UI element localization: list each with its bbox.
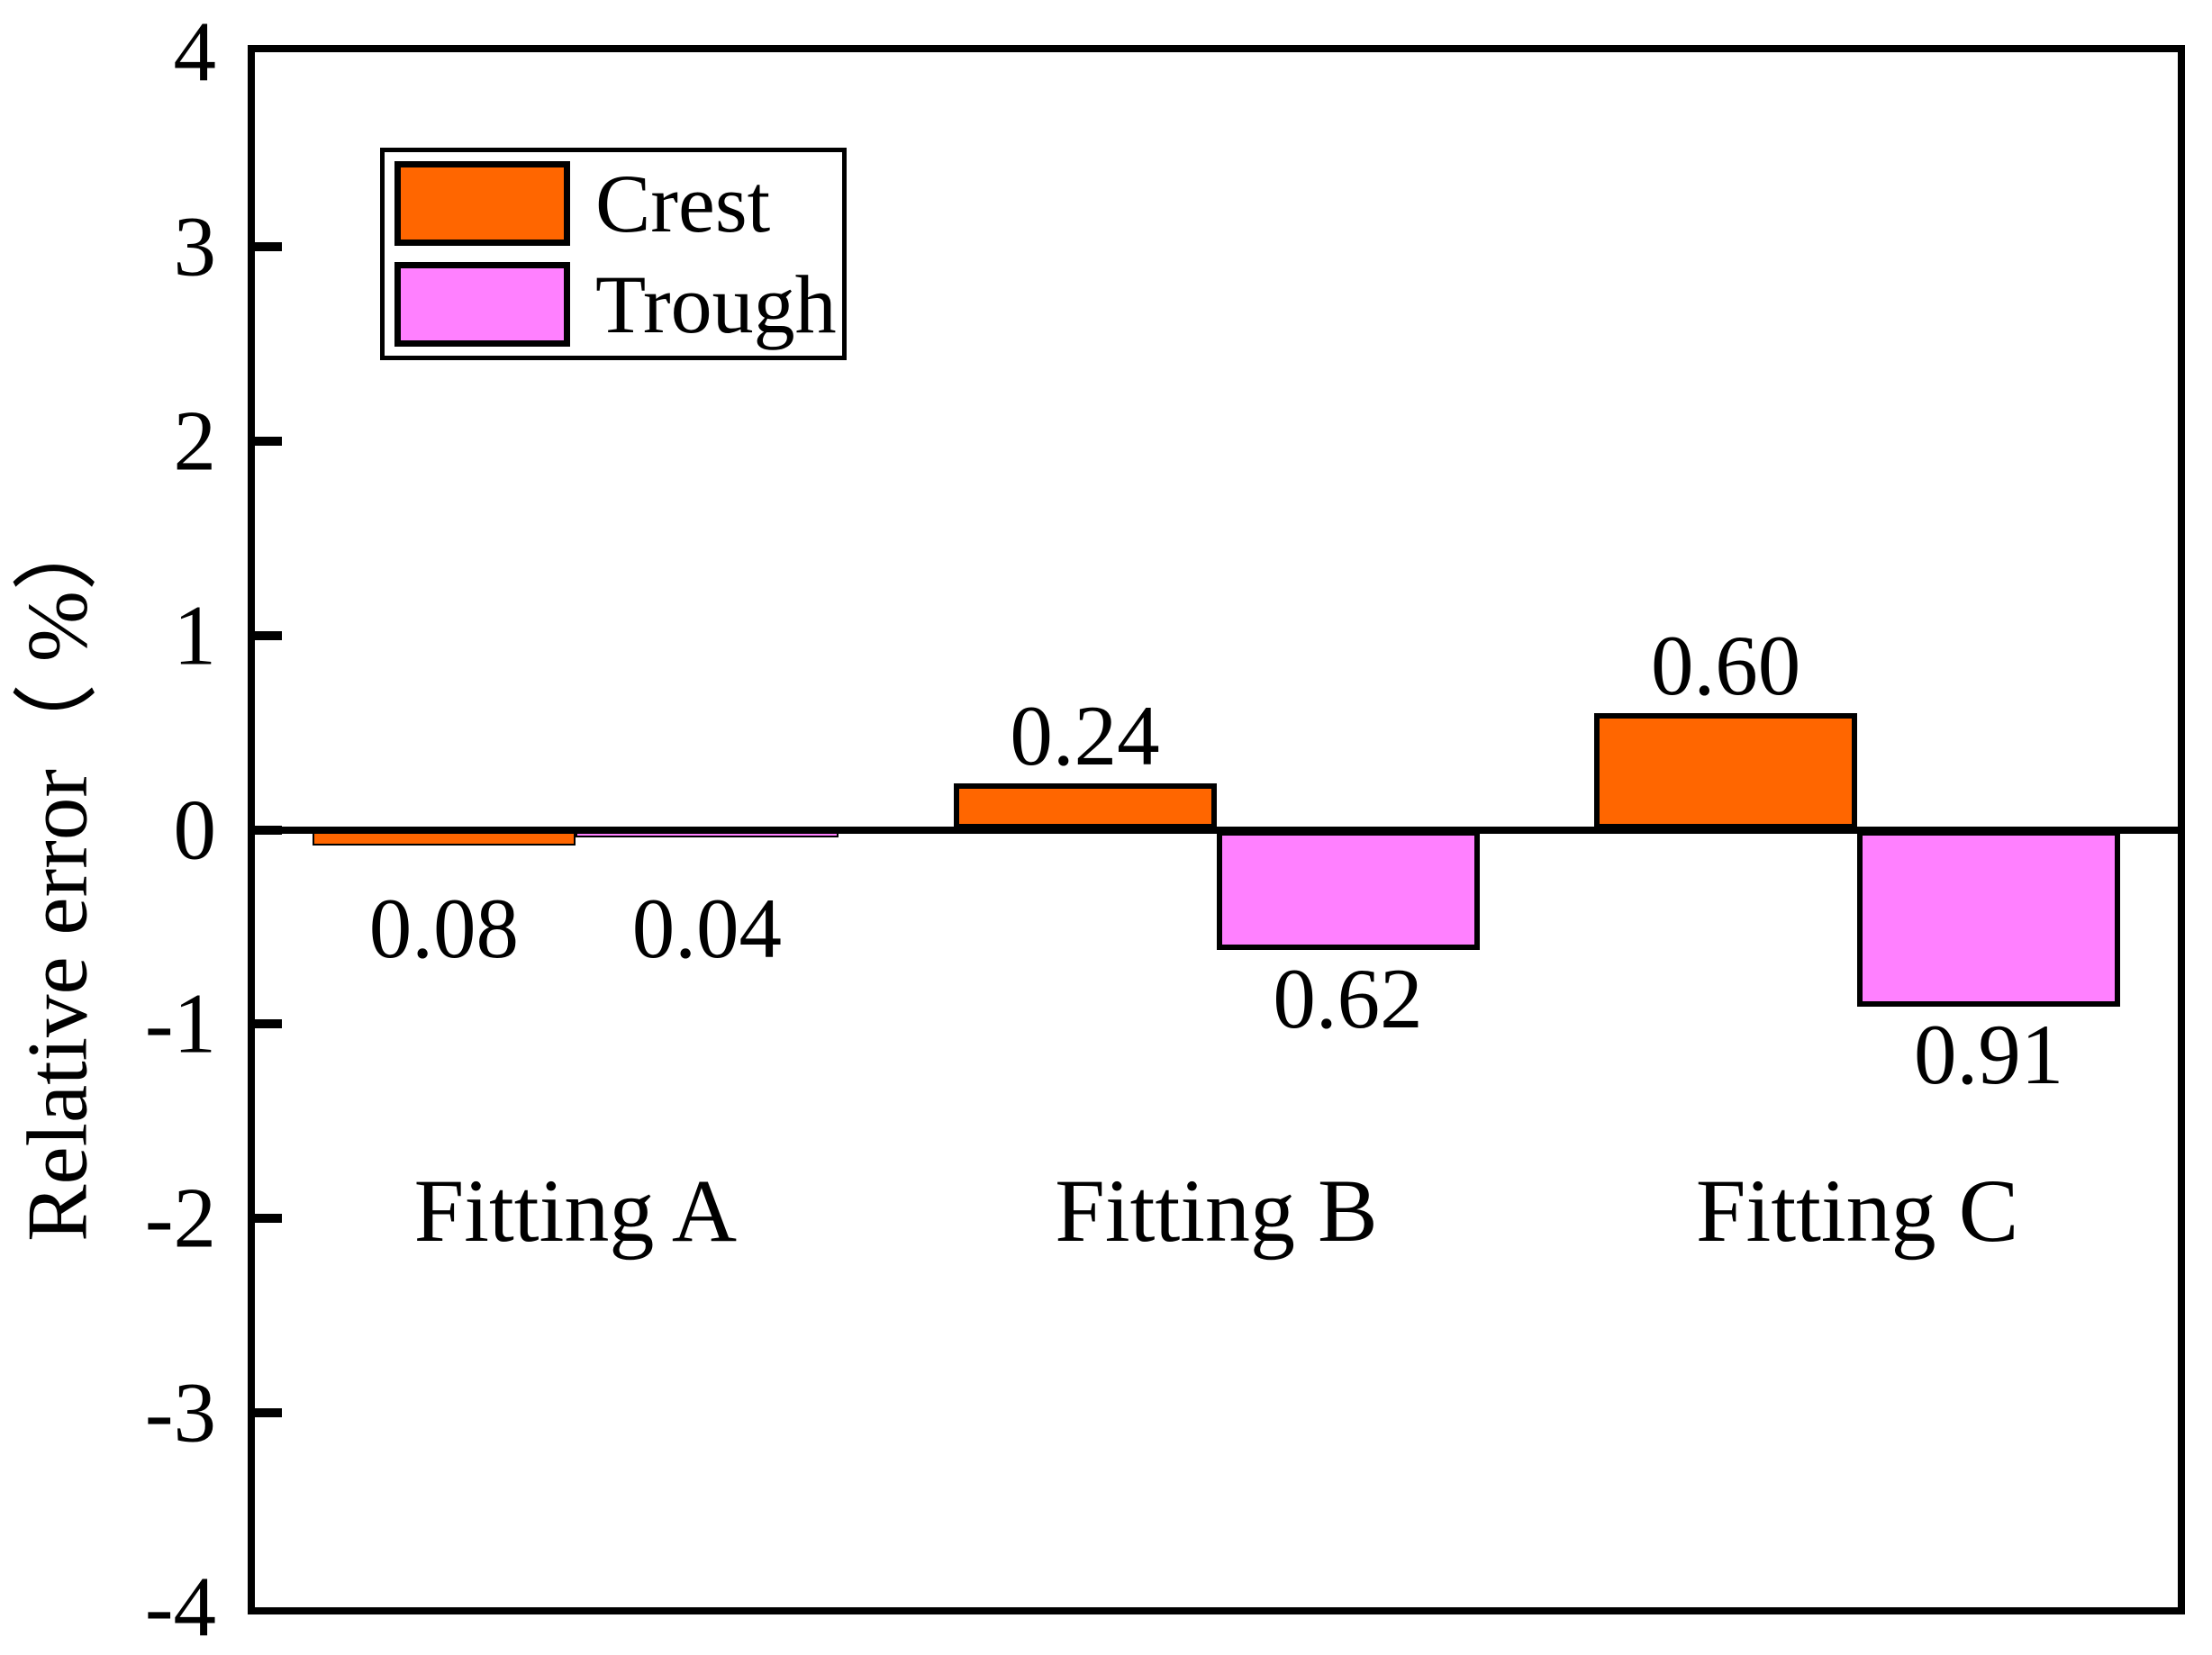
- y-tick--2: [255, 1214, 282, 1224]
- y-tick--1: [255, 1019, 282, 1029]
- y-tick-label--1: -1: [144, 975, 216, 1072]
- bar-trough-2: [1216, 829, 1480, 951]
- y-tick-label--3: -3: [144, 1364, 216, 1461]
- legend-item-trough: Trough: [394, 262, 837, 347]
- data-label-crest-3: 0.60: [1651, 618, 1801, 714]
- data-label-crest-1: 0.08: [368, 880, 519, 976]
- y-tick-label-2: 2: [173, 393, 217, 489]
- legend: Crest Trough: [380, 148, 847, 360]
- y-tick-label--2: -2: [144, 1170, 216, 1266]
- bar-crest-2: [953, 782, 1217, 830]
- y-axis-title: Relative error（ %）: [9, 505, 105, 1242]
- legend-item-crest: Crest: [394, 161, 770, 246]
- category-label-2: Fitting B: [1055, 1161, 1378, 1261]
- legend-label-trough: Trough: [595, 258, 837, 350]
- y-tick-label-0: 0: [173, 782, 217, 877]
- bar-trough-3: [1857, 829, 2121, 1007]
- crest-color-swatch: [394, 161, 570, 246]
- y-tick--3: [255, 1408, 282, 1418]
- y-tick-2: [255, 436, 282, 446]
- y-tick-1: [255, 630, 282, 640]
- data-label-crest-2: 0.24: [1010, 688, 1160, 784]
- data-label-trough-3: 0.91: [1914, 1007, 2064, 1103]
- y-tick-label-3: 3: [173, 198, 217, 294]
- legend-label-crest: Crest: [595, 158, 771, 249]
- plot-area: 0.08 0.04 0.24 0.62 0.60 0.91 Fitting A Fittin…: [248, 45, 2185, 1614]
- y-tick-label-4: 4: [173, 4, 217, 100]
- y-tick-3: [255, 241, 282, 251]
- data-label-trough-1: 0.04: [631, 880, 782, 976]
- bar-crest-3: [1594, 712, 1858, 830]
- category-label-3: Fitting C: [1695, 1161, 2019, 1261]
- data-label-trough-2: 0.62: [1273, 950, 1423, 1046]
- category-label-1: Fitting A: [413, 1161, 738, 1261]
- zero-baseline: [255, 826, 2178, 834]
- trough-color-swatch: [394, 262, 570, 347]
- y-tick-0: [255, 825, 282, 835]
- y-tick-label--4: -4: [144, 1559, 216, 1655]
- y-tick-label-1: 1: [173, 587, 217, 683]
